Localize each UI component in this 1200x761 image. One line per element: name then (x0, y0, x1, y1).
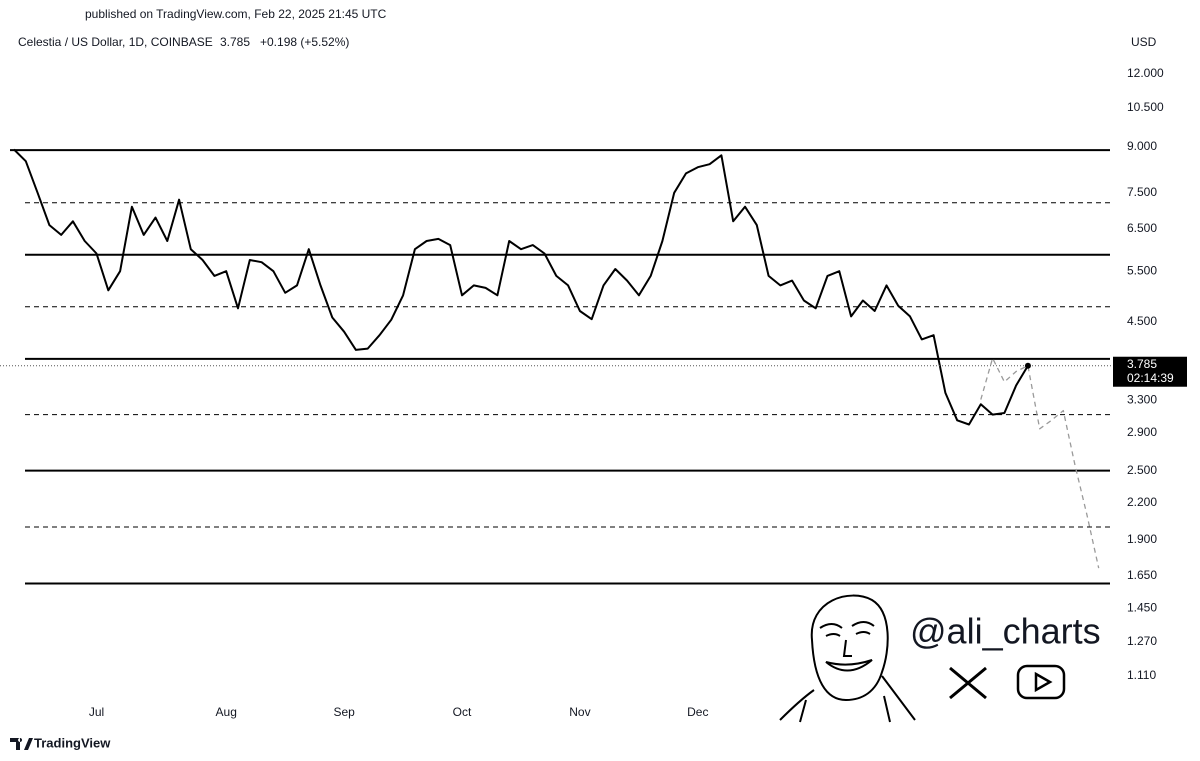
y-tick-label: 1.110 (1127, 668, 1156, 682)
series-line (980, 357, 1100, 569)
x-tick-label: Dec (687, 705, 708, 719)
last-price: 3.785 (220, 35, 250, 49)
y-tick-label: 1.900 (1127, 532, 1157, 546)
last-point (1024, 362, 1031, 369)
y-tick-label: 2.200 (1127, 495, 1157, 509)
y-tick-label: 3.300 (1127, 393, 1157, 407)
x-tick-label: Nov (569, 705, 590, 719)
y-tick-label: 6.500 (1127, 221, 1157, 235)
y-tick-label: 1.270 (1127, 634, 1157, 648)
y-tick-label: 2.900 (1127, 425, 1157, 439)
x-tick-label: Sep (333, 705, 355, 719)
footer-brand: TradingView (34, 735, 111, 750)
price-change: +0.198 (+5.52%) (260, 35, 349, 49)
y-tick-label: 12.000 (1127, 66, 1164, 80)
chart-title: Celestia / US Dollar, 1D, COINBASE (18, 35, 213, 49)
y-tick-label: 10.500 (1127, 100, 1164, 114)
plot-area: 1.110 1.270 1.450 1.650 1.900 2.200 2.500 2.900… (0, 66, 1187, 719)
y-tick-label: 2.500 (1127, 463, 1157, 477)
y-tick-label: 4.500 (1127, 314, 1157, 328)
y-tick-label: 1.450 (1127, 601, 1157, 615)
tradingview-logo (10, 738, 33, 750)
watermark-handle: @ali_charts (910, 611, 1101, 652)
countdown: 02:14:39 (1127, 371, 1174, 385)
price-label-box (1113, 356, 1187, 387)
x-tick-label: Jul (89, 705, 104, 719)
watermark-face (779, 594, 916, 723)
currency: USD (1131, 35, 1157, 49)
price-label: 3.785 (1127, 357, 1157, 371)
y-tick-label: 1.650 (1127, 568, 1157, 582)
x-tick-label: Oct (453, 705, 472, 719)
x-tick-label: Aug (216, 705, 237, 719)
x-logo (949, 666, 987, 700)
y-tick-label: 5.500 (1127, 263, 1157, 277)
published-note: published on TradingView.com, Feb 22, 20… (85, 7, 387, 21)
y-tick-label: 7.500 (1127, 185, 1157, 199)
youtube-logo (1016, 664, 1066, 700)
series-line (13, 148, 1029, 426)
y-tick-label: 9.000 (1127, 139, 1157, 153)
